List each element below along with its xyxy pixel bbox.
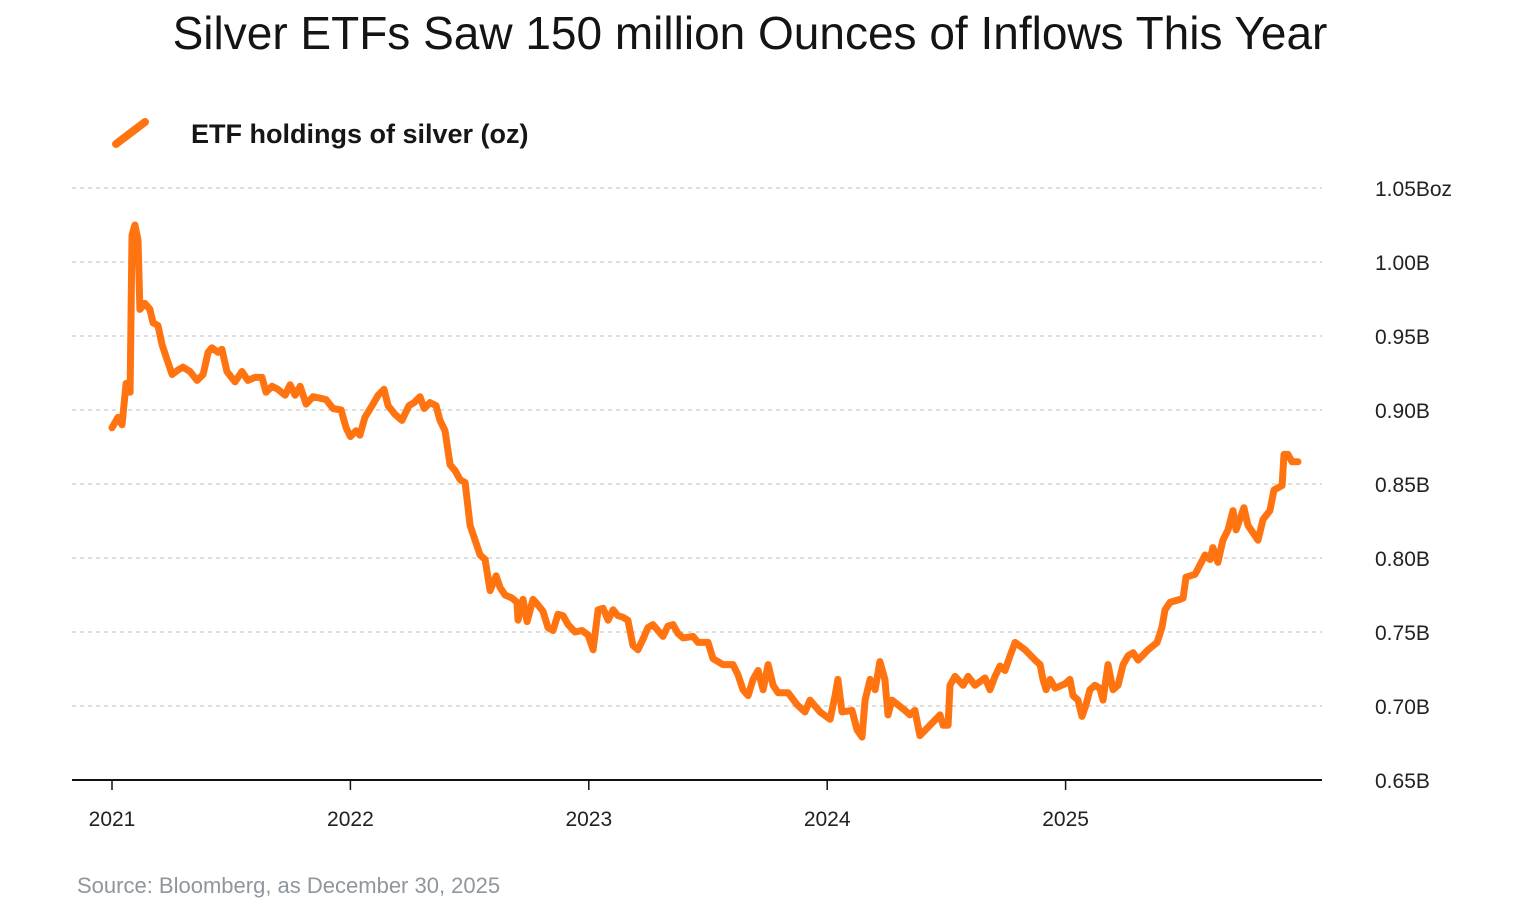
y-tick-label: 0.75B [1375, 622, 1430, 645]
y-tick-label: 0.95B [1375, 326, 1430, 349]
x-axis: 2021 2022 2023 2024 2025 [72, 779, 1322, 831]
y-tick-label: 0.65B [1375, 770, 1430, 793]
x-tick-label: 2023 [565, 808, 612, 831]
x-tick-label: 2022 [327, 808, 374, 831]
y-tick-label: 0.70B [1375, 696, 1430, 719]
legend-label: ETF holdings of silver (oz) [191, 119, 529, 149]
x-tick-label: 2025 [1042, 808, 1089, 831]
y-tick-label: 0.85B [1375, 474, 1430, 497]
series-line-etf-holdings [108, 221, 1302, 741]
x-tick-label: 2021 [89, 808, 136, 831]
x-tick-label: 2024 [804, 808, 851, 831]
source-note: Source: Bloomberg, as December 30, 2025 [77, 873, 501, 898]
legend-swatch-line [112, 118, 149, 148]
y-tick-label: 1.00B [1375, 252, 1430, 275]
chart-title: Silver ETFs Saw 150 million Ounces of In… [172, 7, 1328, 59]
y-tick-label: 0.80B [1375, 548, 1430, 571]
y-tick-label: 1.05Boz [1375, 178, 1452, 201]
y-tick-label: 0.90B [1375, 400, 1430, 423]
grid-lines [72, 187, 1322, 707]
y-axis: 0.65B 0.70B 0.75B 0.80B 0.85B 0.90B 0.95B 1.00B… [1375, 178, 1452, 793]
